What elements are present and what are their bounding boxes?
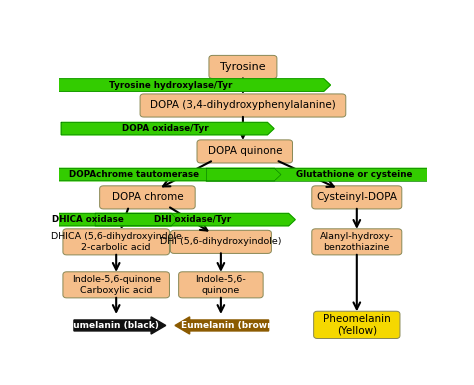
FancyBboxPatch shape [209, 55, 277, 79]
Text: DOPA (3,4-dihydroxyphenylalanine): DOPA (3,4-dihydroxyphenylalanine) [150, 100, 336, 110]
Text: Alanyl-hydroxy-
benzothiazine: Alanyl-hydroxy- benzothiazine [320, 232, 394, 251]
Text: DOPA oxidase/Tyr: DOPA oxidase/Tyr [122, 124, 209, 133]
Text: Indole-5,6-quinone
Carboxylic acid: Indole-5,6-quinone Carboxylic acid [72, 275, 161, 295]
Text: DOPAchrome tautomerase: DOPAchrome tautomerase [69, 170, 199, 179]
FancyBboxPatch shape [312, 186, 402, 209]
Polygon shape [74, 317, 166, 334]
FancyBboxPatch shape [179, 272, 263, 298]
Text: DOPA quinone: DOPA quinone [208, 146, 282, 156]
FancyBboxPatch shape [63, 272, 170, 298]
FancyBboxPatch shape [170, 230, 272, 253]
Polygon shape [95, 213, 295, 226]
Text: DHICA (5,6-dihydroxyindole
2-carbolic acid: DHICA (5,6-dihydroxyindole 2-carbolic ac… [51, 232, 182, 251]
FancyBboxPatch shape [63, 229, 170, 255]
Text: Glutathione or cysteine: Glutathione or cysteine [296, 170, 413, 179]
FancyBboxPatch shape [197, 140, 292, 163]
Polygon shape [3, 213, 178, 226]
Polygon shape [16, 79, 330, 91]
Text: Eumelanin (brown): Eumelanin (brown) [181, 321, 277, 330]
Text: DHI (5,6-dihydroxyindole): DHI (5,6-dihydroxyindole) [160, 238, 282, 246]
Text: Indole-5,6-
quinone: Indole-5,6- quinone [195, 275, 246, 295]
Text: Tyrosine hydroxylase/Tyr: Tyrosine hydroxylase/Tyr [109, 80, 233, 90]
Text: DOPA chrome: DOPA chrome [111, 192, 183, 203]
Polygon shape [0, 168, 281, 181]
FancyBboxPatch shape [140, 94, 346, 117]
Text: Eumelanin (black): Eumelanin (black) [66, 321, 158, 330]
FancyBboxPatch shape [314, 311, 400, 338]
Text: Cysteinyl-DOPA: Cysteinyl-DOPA [316, 192, 397, 203]
FancyBboxPatch shape [100, 186, 195, 209]
Polygon shape [175, 317, 269, 334]
Text: Tyrosine: Tyrosine [220, 62, 266, 72]
Text: Pheomelanin
(Yellow): Pheomelanin (Yellow) [323, 314, 391, 336]
Polygon shape [206, 168, 474, 181]
Polygon shape [61, 122, 274, 135]
Text: DHI oxidase/Tyr: DHI oxidase/Tyr [155, 215, 231, 224]
FancyBboxPatch shape [312, 229, 402, 255]
Text: DHICA oxidase: DHICA oxidase [53, 215, 124, 224]
